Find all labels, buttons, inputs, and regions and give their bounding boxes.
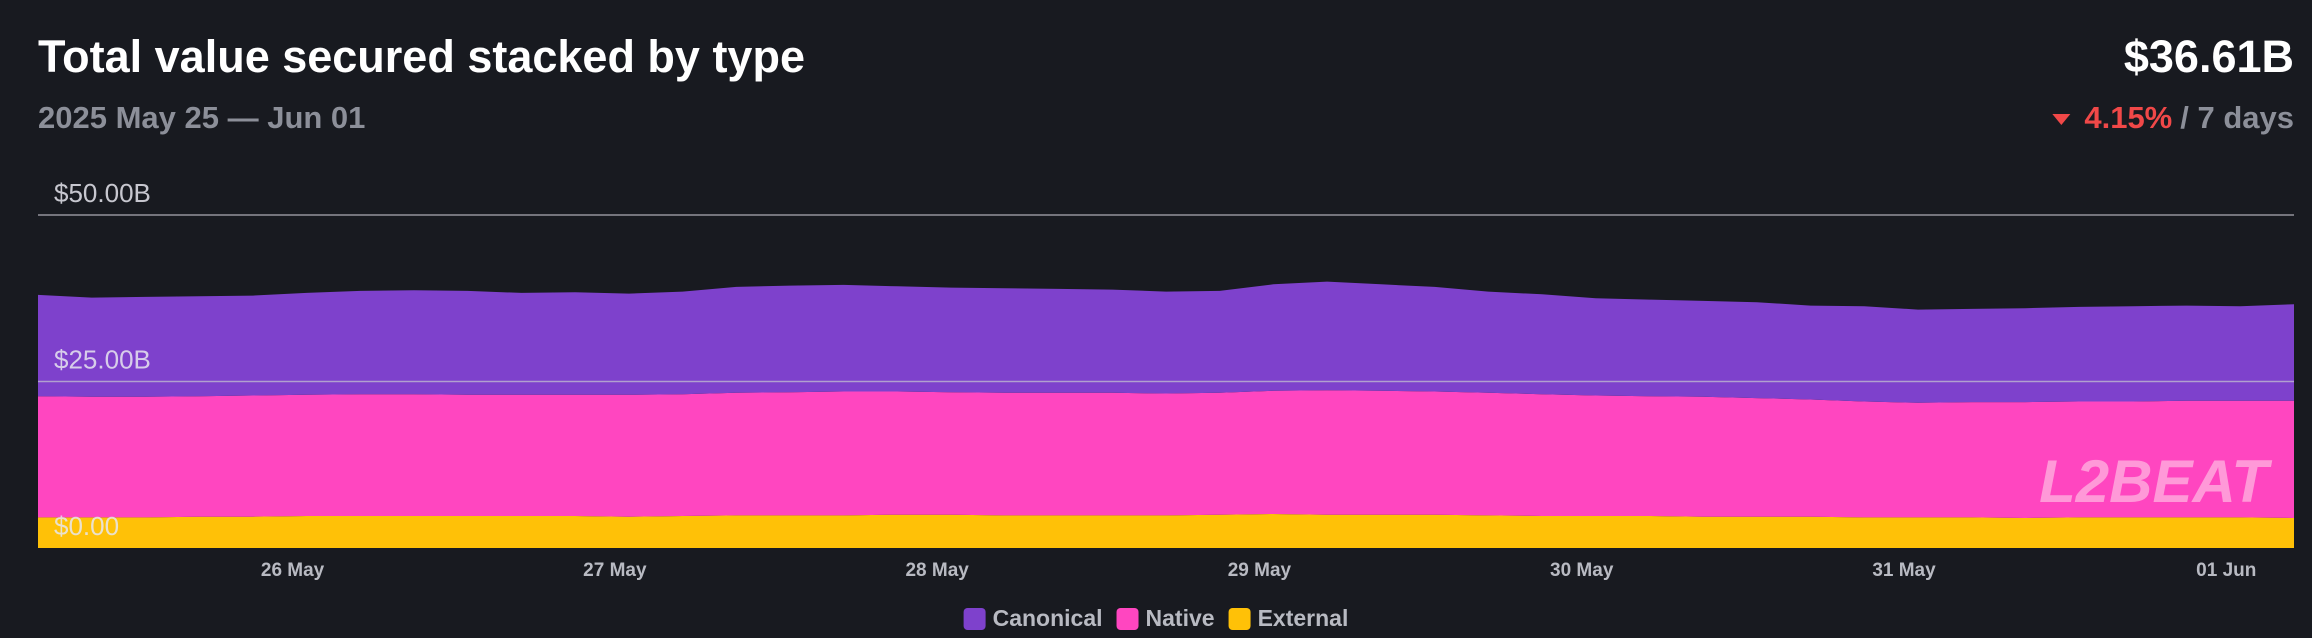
x-tick-label: 27 May [583,560,647,581]
total-value: $36.61B [2124,31,2294,82]
subtitle: 2025 May 25 — Jun 01 [38,100,365,135]
legend: Canonical Native External [963,605,1349,631]
y-tick-label: $0.00 [54,511,119,541]
y-tick-label: $25.00B [54,344,151,374]
chart-title: Total value secured stacked by type [38,31,805,82]
legend-swatch [1228,608,1251,630]
area [38,281,2294,403]
area [38,514,2294,548]
x-tick-label: 01 Jun [2196,560,2256,581]
area [38,390,2294,518]
legend-label: External [1258,605,1349,631]
y-tick-label: $50.00B [54,178,151,208]
legend-swatch [1116,608,1139,630]
x-tick-label: 26 May [261,560,325,581]
x-tick-label: 31 May [1872,560,1936,581]
period: / 7 days [2180,100,2294,135]
watermark: L2BEAT [2039,448,2272,515]
legend-swatch [963,608,986,630]
down-icon [2052,114,2071,125]
x-tick-label: 30 May [1550,560,1614,581]
change: 4.15% [2084,100,2172,135]
x-tick-label: 28 May [905,560,969,581]
x-tick-label: 29 May [1228,560,1292,581]
legend-label: Canonical [993,605,1103,631]
legend-label: Native [1146,605,1215,631]
